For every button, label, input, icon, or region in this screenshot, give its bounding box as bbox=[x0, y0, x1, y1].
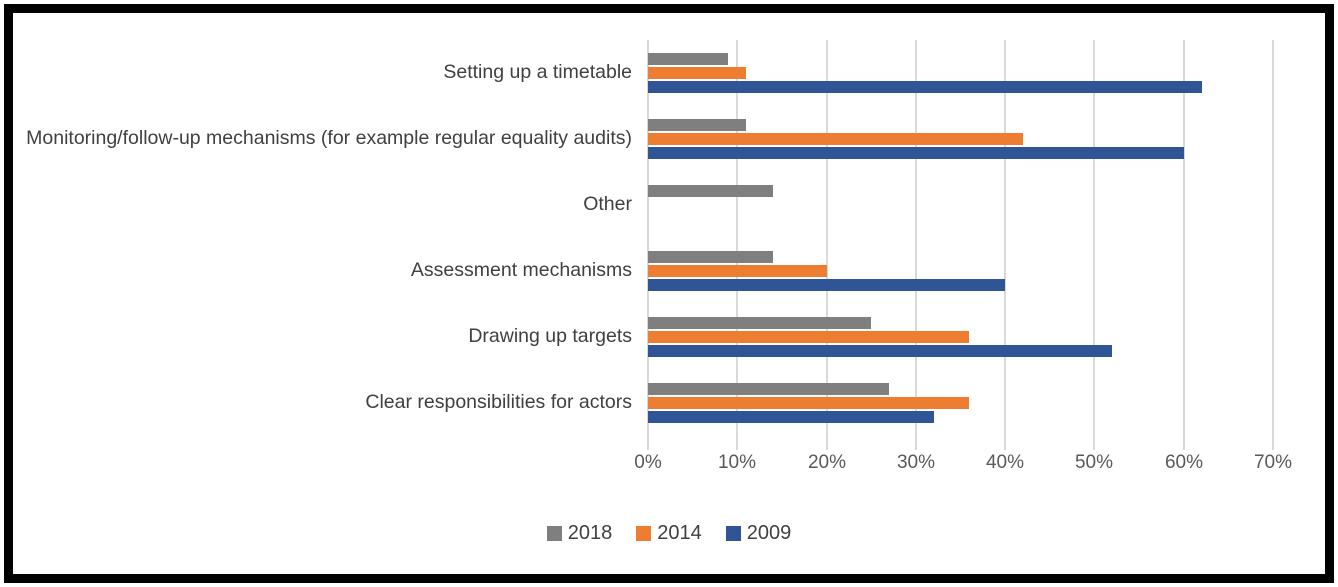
bar-2014 bbox=[648, 67, 747, 79]
category-label: Other bbox=[583, 193, 632, 216]
gridline bbox=[826, 40, 828, 436]
legend-label: 2009 bbox=[746, 522, 792, 544]
gridline bbox=[915, 40, 917, 436]
gridline bbox=[1183, 40, 1185, 436]
bar-2014 bbox=[648, 397, 970, 409]
bar-2018 bbox=[648, 119, 747, 131]
gridline bbox=[1093, 40, 1095, 436]
bar-2009 bbox=[648, 345, 1113, 357]
plot-area bbox=[647, 40, 1274, 436]
legend-swatch-icon bbox=[546, 526, 562, 541]
x-axis-tick-label: 70% bbox=[1253, 452, 1293, 473]
x-axis-tick-label: 10% bbox=[717, 452, 757, 473]
bar-2009 bbox=[648, 147, 1184, 159]
legend-label: 2018 bbox=[567, 522, 613, 544]
bar-2009 bbox=[648, 81, 1202, 93]
legend-swatch-icon bbox=[725, 526, 741, 541]
x-axis-tick-label: 40% bbox=[985, 452, 1025, 473]
category-label: Drawing up targets bbox=[468, 325, 632, 348]
axis-tick bbox=[1272, 436, 1274, 450]
bar-2018 bbox=[648, 383, 890, 395]
x-axis-tick-label: 60% bbox=[1164, 452, 1204, 473]
x-axis-tick-label: 20% bbox=[807, 452, 847, 473]
gridline bbox=[647, 40, 649, 436]
bar-2018 bbox=[648, 53, 729, 65]
x-axis-ticks bbox=[647, 436, 1274, 450]
legend-item-2009: 2009 bbox=[725, 522, 792, 545]
axis-tick bbox=[736, 436, 738, 450]
chart-border-frame bbox=[4, 4, 1334, 583]
legend-item-2014: 2014 bbox=[636, 522, 702, 545]
bar-2014 bbox=[648, 265, 827, 277]
gridline bbox=[736, 40, 738, 436]
bar-2014 bbox=[648, 133, 1023, 145]
legend-swatch-icon bbox=[636, 526, 652, 541]
x-axis-tick-label: 0% bbox=[634, 452, 662, 473]
axis-tick bbox=[826, 436, 828, 450]
axis-tick bbox=[1004, 436, 1006, 450]
bar-2018 bbox=[648, 317, 872, 329]
bar-2009 bbox=[648, 279, 1006, 291]
axis-tick bbox=[1183, 436, 1185, 450]
bar-2018 bbox=[648, 251, 773, 263]
bar-2018 bbox=[648, 185, 773, 197]
bar-2009 bbox=[648, 411, 934, 423]
x-axis-tick-label: 30% bbox=[896, 452, 936, 473]
legend: 2018 2014 2009 bbox=[0, 522, 1338, 545]
axis-tick bbox=[1093, 436, 1095, 450]
category-label: Clear responsibilities for actors bbox=[365, 391, 632, 414]
category-label: Setting up a timetable bbox=[443, 61, 632, 84]
bar-2014 bbox=[648, 331, 970, 343]
legend-item-2018: 2018 bbox=[546, 522, 613, 545]
legend-label: 2014 bbox=[657, 522, 702, 544]
category-label: Assessment mechanisms bbox=[410, 259, 632, 282]
category-label: Monitoring/follow-up mechanisms (for exa… bbox=[26, 127, 632, 150]
axis-tick bbox=[647, 436, 649, 450]
gridline bbox=[1004, 40, 1006, 436]
gridline bbox=[1272, 40, 1274, 436]
x-axis-tick-label: 50% bbox=[1074, 452, 1114, 473]
axis-tick bbox=[915, 436, 917, 450]
